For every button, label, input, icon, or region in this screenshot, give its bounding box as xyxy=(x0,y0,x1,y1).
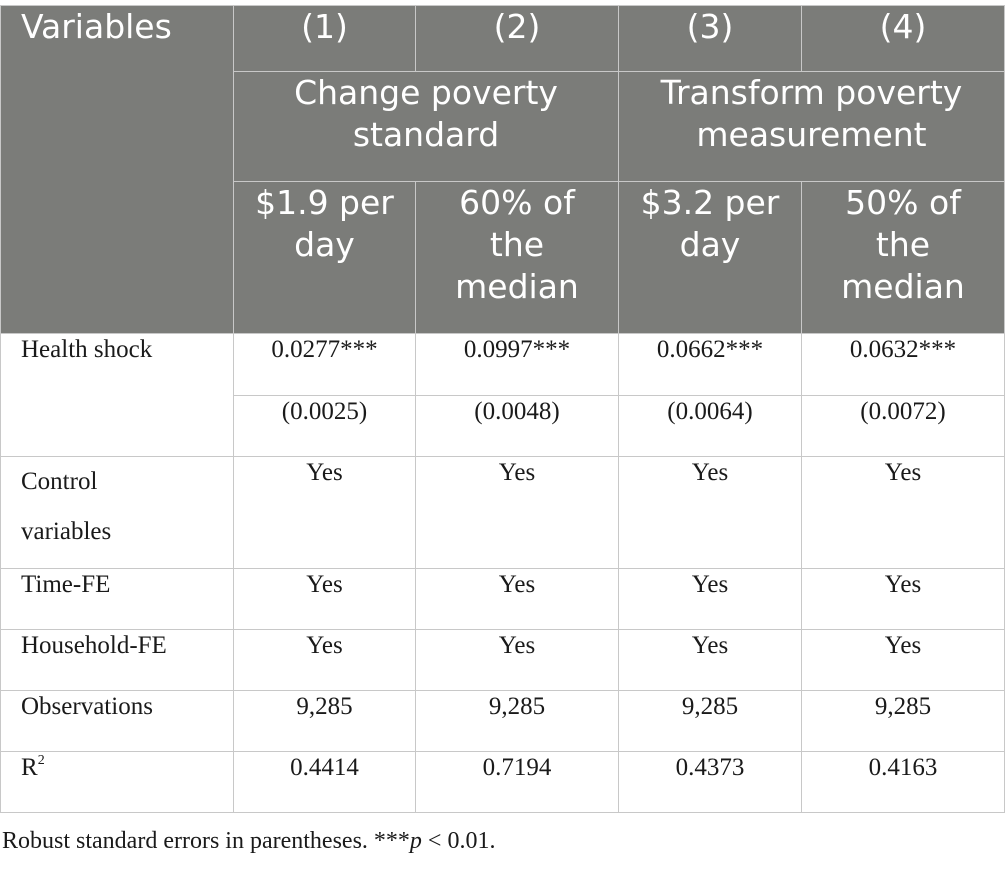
table-row: Household-FE Yes Yes Yes Yes xyxy=(0,629,1005,691)
col-number-2: (2) xyxy=(415,5,619,72)
value-cell: 0.7194 xyxy=(415,751,619,813)
subheader-3-line-1: $3.2 per xyxy=(640,183,780,222)
subheader-1: $1.9 per day xyxy=(233,181,416,334)
table-row: Health shock 0.0277*** 0.0997*** 0.0662*… xyxy=(0,333,1005,457)
value-cell: 9,285 xyxy=(233,690,416,752)
r2-label-base: R xyxy=(21,754,38,781)
subheader-3: $3.2 per day xyxy=(618,181,802,334)
se-cell: (0.0025) xyxy=(233,395,416,457)
se-cell: (0.0064) xyxy=(618,395,802,457)
col-number-4: (4) xyxy=(801,5,1005,72)
subheader-1-line-2: day xyxy=(294,225,355,264)
value-cell: Yes xyxy=(801,629,1005,691)
row-label-control-line-2: variables xyxy=(21,518,112,545)
value-cell: 9,285 xyxy=(618,690,802,752)
header-row-numbers: Variables (1) (2) (3) (4) xyxy=(0,5,1005,334)
row-label-control-line-1: Control xyxy=(21,468,98,495)
value-cell: 0.4163 xyxy=(801,751,1005,813)
value-cell: Yes xyxy=(415,629,619,691)
coef-cell: 0.0662*** xyxy=(618,333,802,396)
value-cell: Yes xyxy=(801,456,1005,569)
variables-header-label: Variables xyxy=(21,7,172,46)
subheader-2: 60% of the median xyxy=(415,181,619,334)
coef-cell: 0.0997*** xyxy=(415,333,619,396)
row-label-health-shock: Health shock xyxy=(0,333,234,457)
subheader-4: 50% of the median xyxy=(801,181,1005,334)
regression-table: Variables (1) (2) (3) (4) Change poverty… xyxy=(0,5,1005,813)
value-cell: 0.4414 xyxy=(233,751,416,813)
coef-cell: 0.0632*** xyxy=(801,333,1005,396)
subheader-4-line-3: median xyxy=(841,267,965,306)
table-row: (0.0025) (0.0048) (0.0064) (0.0072) xyxy=(1,395,1005,457)
subheader-3-line-2: day xyxy=(679,225,741,264)
value-cell: Yes xyxy=(801,568,1005,630)
row-label-time-fe: Time-FE xyxy=(0,568,234,630)
value-cell: Yes xyxy=(233,629,416,691)
value-cell: Yes xyxy=(415,456,619,569)
se-cell: (0.0072) xyxy=(801,395,1005,457)
row-label-control-variables: Control variables xyxy=(0,456,234,569)
value-cell: Yes xyxy=(618,456,802,569)
table-row: Observations 9,285 9,285 9,285 9,285 xyxy=(0,690,1005,752)
value-cell: 0.4373 xyxy=(618,751,802,813)
footnote-suffix: < 0.01. xyxy=(421,828,496,854)
row-label-observations: Observations xyxy=(0,690,234,752)
value-cell: Yes xyxy=(618,568,802,630)
value-cell: Yes xyxy=(618,629,802,691)
group-header-change-standard-label: Change poverty standard xyxy=(294,73,558,154)
r2-label-superscript: 2 xyxy=(37,753,45,768)
header-row-subheaders: $1.9 per day 60% of the median $3.2 per … xyxy=(1,181,1005,334)
value-cell: Yes xyxy=(233,456,416,569)
table-row: Time-FE Yes Yes Yes Yes xyxy=(0,568,1005,630)
footnote-p-symbol: p xyxy=(409,828,422,854)
group-header-transform-measurement: Transform poverty measurement xyxy=(618,71,1005,182)
col-number-1: (1) xyxy=(233,5,416,72)
variables-header: Variables xyxy=(0,5,234,334)
row-label-household-fe: Household-FE xyxy=(0,629,234,691)
coef-cell: 0.0277*** xyxy=(233,333,416,396)
value-cell: Yes xyxy=(233,568,416,630)
subheader-4-line-1: 50% of xyxy=(845,183,961,222)
value-cell: 9,285 xyxy=(415,690,619,752)
subheader-1-line-1: $1.9 per xyxy=(255,183,394,222)
value-cell: Yes xyxy=(415,568,619,630)
subheader-2-line-1: 60% of xyxy=(459,183,575,222)
group-header-transform-measurement-label: Transform poverty measurement xyxy=(660,73,963,154)
footnote-prefix: Robust standard errors in parentheses. *… xyxy=(2,828,410,854)
col-number-3: (3) xyxy=(618,5,802,72)
row-label-r2: R2 xyxy=(0,751,234,813)
group-header-change-standard: Change poverty standard xyxy=(233,71,619,182)
table-row: Control variables Yes Yes Yes Yes xyxy=(0,456,1005,569)
subheader-2-line-2: the xyxy=(489,225,545,264)
header-row-groups: Change poverty standard Transform povert… xyxy=(1,71,1005,182)
subheader-4-line-2: the xyxy=(875,225,931,264)
se-cell: (0.0048) xyxy=(415,395,619,457)
table-footnote: Robust standard errors in parentheses. *… xyxy=(2,828,495,855)
value-cell: 9,285 xyxy=(801,690,1005,752)
table-row: R2 0.4414 0.7194 0.4373 0.4163 xyxy=(0,751,1005,813)
subheader-2-line-3: median xyxy=(455,267,579,306)
